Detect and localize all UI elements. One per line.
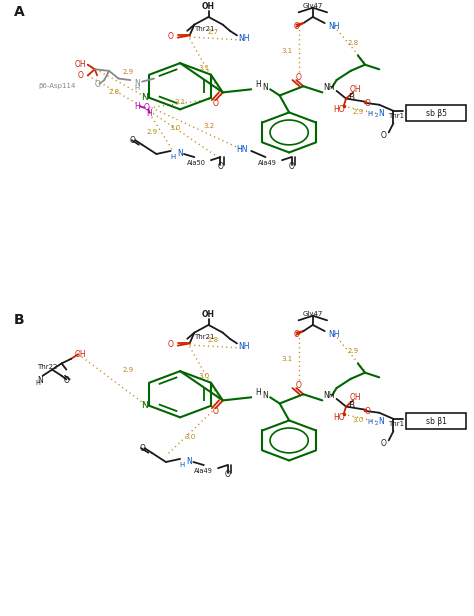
Text: O: O (293, 22, 299, 31)
Text: NH: NH (238, 34, 250, 43)
Text: 3.2: 3.2 (203, 123, 214, 129)
Text: 3.1: 3.1 (198, 65, 210, 71)
Text: Thr21: Thr21 (193, 26, 214, 32)
Text: β6-Asp114: β6-Asp114 (38, 83, 75, 89)
Text: N: N (141, 401, 148, 410)
Text: O: O (94, 80, 100, 89)
Text: O: O (381, 439, 387, 448)
Text: 2.7: 2.7 (208, 30, 219, 35)
Text: Gly47: Gly47 (303, 3, 323, 9)
Text: H: H (170, 154, 176, 160)
Text: O: O (365, 407, 370, 416)
Text: 3.0: 3.0 (198, 373, 210, 379)
Text: 2.9: 2.9 (347, 348, 359, 354)
Text: OH: OH (75, 60, 86, 69)
Text: O: O (225, 470, 230, 479)
Text: Thr21: Thr21 (193, 334, 214, 340)
Text: N: N (263, 83, 268, 92)
Text: O: O (168, 32, 173, 41)
Text: O: O (289, 162, 294, 171)
Text: 3.1: 3.1 (281, 356, 292, 362)
Text: O: O (381, 131, 387, 140)
Text: OH: OH (75, 350, 86, 359)
Text: H: H (36, 381, 40, 386)
Text: O: O (64, 376, 69, 385)
Text: Ala50: Ala50 (187, 160, 206, 166)
Text: O: O (168, 340, 173, 349)
Text: O: O (130, 136, 136, 145)
Text: 2.8: 2.8 (108, 89, 119, 95)
Text: O: O (139, 444, 145, 453)
Text: N: N (379, 418, 384, 426)
Text: OH: OH (202, 310, 215, 318)
Text: O: O (365, 99, 370, 108)
Text: OH: OH (350, 85, 361, 94)
Text: H: H (146, 110, 152, 118)
Text: N: N (187, 458, 192, 466)
Text: 2.8: 2.8 (347, 40, 359, 46)
Text: N: N (141, 93, 148, 102)
Text: NH: NH (328, 22, 340, 31)
Text: H: H (180, 462, 185, 468)
Text: OH: OH (202, 2, 215, 10)
Text: N: N (379, 110, 384, 118)
Text: sb β1: sb β1 (426, 416, 447, 426)
Text: 2.8: 2.8 (208, 338, 219, 343)
Text: Ala49: Ala49 (258, 160, 277, 166)
Text: H: H (367, 111, 373, 117)
Text: Thr1: Thr1 (388, 421, 404, 426)
Text: OH: OH (350, 393, 361, 402)
Text: B: B (14, 314, 25, 327)
Text: H: H (255, 80, 261, 89)
Text: O: O (296, 73, 301, 81)
Text: H: H (367, 419, 373, 425)
Text: N: N (177, 150, 183, 158)
Text: 3.0: 3.0 (184, 434, 195, 440)
Text: 3.0: 3.0 (352, 418, 364, 423)
Text: O: O (293, 330, 299, 339)
Text: 2.9: 2.9 (352, 110, 364, 115)
Text: H: H (135, 102, 140, 111)
Text: O: O (218, 162, 223, 171)
Text: 2.9: 2.9 (146, 129, 157, 136)
Text: NH: NH (324, 391, 335, 400)
Text: O: O (296, 381, 301, 389)
Text: Gly47: Gly47 (303, 311, 323, 317)
Text: O: O (213, 407, 219, 416)
Text: HO: HO (333, 413, 345, 422)
Text: NH: NH (238, 342, 250, 351)
Text: 2: 2 (375, 113, 379, 118)
Text: A: A (14, 6, 25, 19)
FancyBboxPatch shape (406, 413, 466, 429)
Text: 2: 2 (375, 421, 379, 426)
Text: Thr1: Thr1 (388, 113, 404, 118)
Text: 3.1: 3.1 (174, 99, 186, 105)
Text: H: H (255, 388, 261, 397)
Text: 3.0: 3.0 (170, 125, 181, 131)
Text: O: O (213, 99, 219, 108)
Text: H: H (135, 85, 140, 91)
Text: N: N (263, 391, 268, 400)
Text: O: O (78, 71, 83, 80)
Text: 2.9: 2.9 (122, 367, 134, 373)
Text: B: B (348, 92, 354, 102)
Text: B: B (348, 400, 354, 410)
FancyBboxPatch shape (406, 105, 466, 121)
Text: NH: NH (324, 83, 335, 92)
Text: Ala49: Ala49 (194, 468, 213, 474)
Text: HO: HO (333, 105, 345, 114)
Text: 3.1: 3.1 (281, 48, 292, 54)
Text: 2.9: 2.9 (122, 70, 134, 75)
Text: Thr22: Thr22 (37, 363, 57, 370)
Text: NH: NH (328, 330, 340, 339)
Text: O: O (144, 103, 150, 112)
Text: N: N (135, 79, 140, 87)
Text: sb β5: sb β5 (426, 108, 447, 118)
Text: N: N (37, 376, 43, 385)
Text: HN: HN (236, 145, 247, 154)
